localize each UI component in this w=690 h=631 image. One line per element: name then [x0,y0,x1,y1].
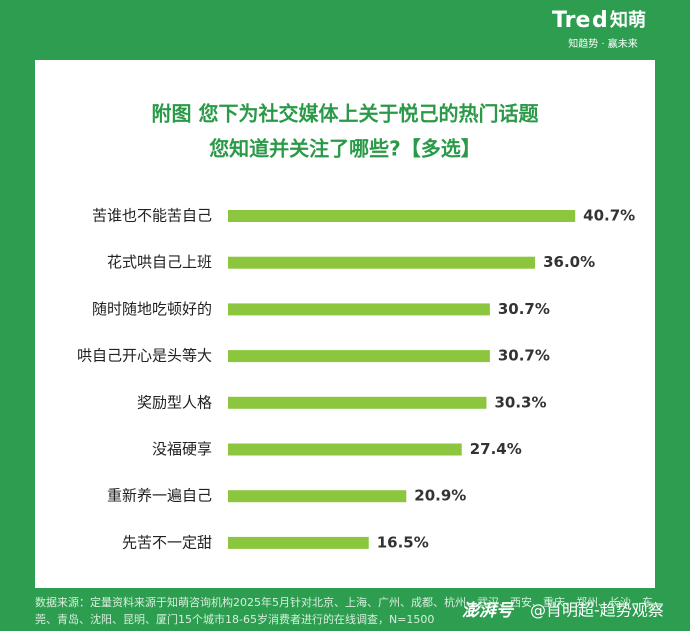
logo-en: Tre [552,8,590,33]
bar [228,350,490,363]
bar [228,536,369,549]
chart-title: 您知道并关注了哪些?【多选】 [209,137,481,161]
category-label: 哄自己开心是头等大 [77,347,212,365]
value-label: 30.3% [494,393,546,411]
slogan: 知趋势 · 赢未来 [568,37,638,50]
category-label: 先苦不一定甜 [122,533,212,551]
source-note: 数据来源：定量资料来源于知萌咨询机构2025年5月针对北京、上海、广州、成都、杭… [35,596,653,626]
watermark-platform: 澎湃号 [462,601,515,621]
value-label: 30.7% [498,300,550,318]
chart-title: 附图 您下为社交媒体上关于悦己的热门话题 [152,102,540,126]
bar [228,490,407,503]
category-label: 苦谁也不能苦自己 [92,207,212,225]
category-label: 随时随地吃顿好的 [92,300,212,318]
logo-mark: d [592,8,608,33]
value-label: 16.5% [377,533,429,551]
bar [228,396,487,409]
value-label: 40.7% [583,207,635,225]
value-label: 36.0% [543,253,595,271]
bar [228,303,490,316]
logo-cn: 知萌 [610,9,646,31]
bar [228,443,462,456]
bar [228,210,576,222]
value-label: 20.9% [414,487,466,505]
watermark-author: @肖明超-趋势观察 [530,601,664,620]
value-label: 27.4% [470,440,522,458]
category-label: 没福硬享 [152,440,212,458]
category-label: 奖励型人格 [137,393,212,411]
category-label: 重新养一遍自己 [107,487,212,505]
category-label: 花式哄自己上班 [107,253,212,271]
bar [228,256,536,269]
value-label: 30.7% [498,347,550,365]
